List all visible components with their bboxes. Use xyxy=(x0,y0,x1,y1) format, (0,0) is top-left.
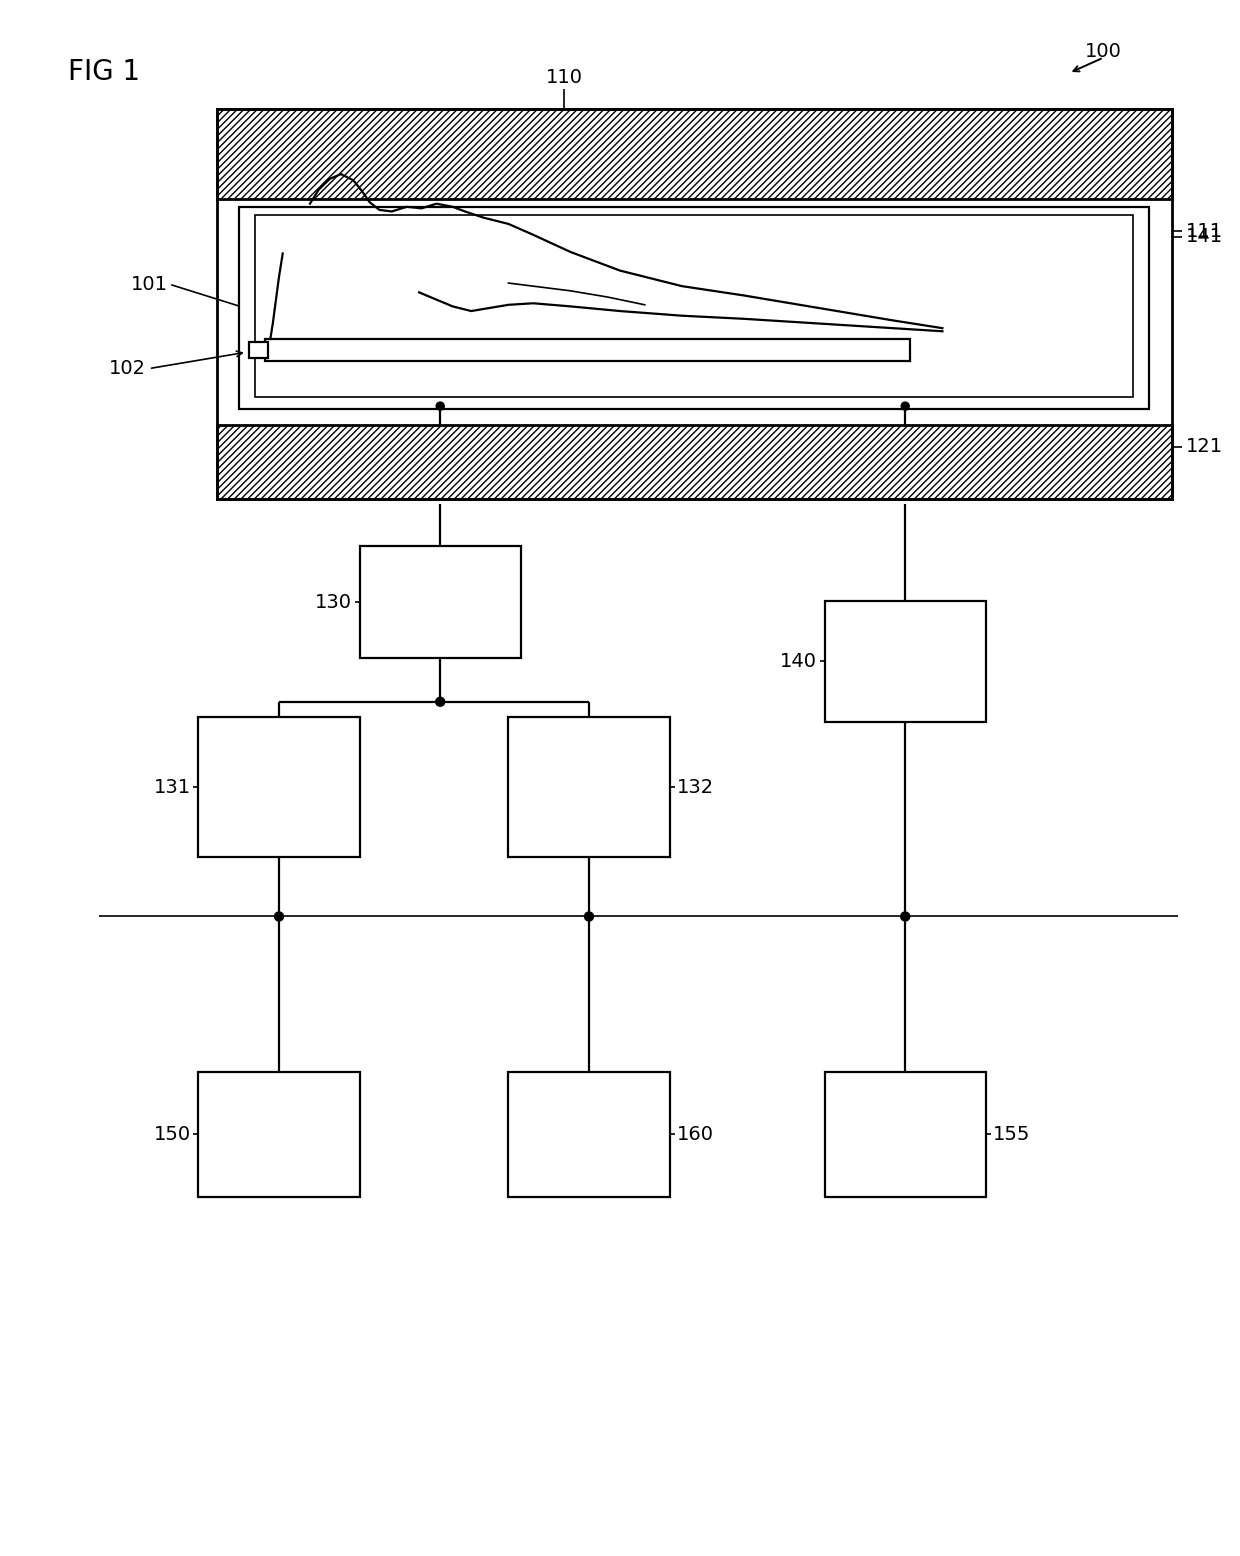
Circle shape xyxy=(274,912,284,921)
Text: 132: 132 xyxy=(677,778,714,797)
Text: 102: 102 xyxy=(109,359,146,378)
Text: 140: 140 xyxy=(780,652,817,671)
Bar xyxy=(825,601,986,722)
Bar xyxy=(239,207,1149,409)
Bar xyxy=(198,717,360,857)
Bar xyxy=(508,717,670,857)
Text: 130: 130 xyxy=(315,593,352,612)
Text: 121: 121 xyxy=(1185,437,1223,456)
Bar xyxy=(249,342,268,358)
Bar xyxy=(825,1072,986,1197)
Bar xyxy=(265,339,910,361)
Bar xyxy=(198,1072,360,1197)
Text: 155: 155 xyxy=(993,1125,1030,1144)
Bar xyxy=(217,109,1172,199)
Circle shape xyxy=(435,697,445,706)
Text: 150: 150 xyxy=(154,1125,191,1144)
Text: 111: 111 xyxy=(1185,221,1223,241)
Text: FIG 1: FIG 1 xyxy=(68,58,140,86)
Bar xyxy=(508,1072,670,1197)
Circle shape xyxy=(900,912,910,921)
Text: 141: 141 xyxy=(1185,227,1223,246)
Text: 101: 101 xyxy=(130,275,167,294)
Bar xyxy=(217,425,1172,499)
Bar xyxy=(255,215,1133,397)
Bar xyxy=(217,109,1172,499)
Text: 100: 100 xyxy=(1085,42,1122,61)
Text: 160: 160 xyxy=(677,1125,714,1144)
Circle shape xyxy=(436,401,444,411)
Text: 131: 131 xyxy=(154,778,191,797)
Circle shape xyxy=(584,912,594,921)
Bar xyxy=(360,546,521,658)
Circle shape xyxy=(901,401,909,411)
Text: 110: 110 xyxy=(546,68,583,87)
